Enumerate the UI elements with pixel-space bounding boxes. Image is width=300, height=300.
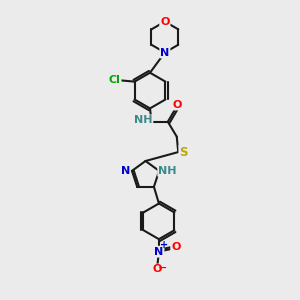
Text: O: O: [153, 265, 162, 275]
Text: O: O: [160, 16, 170, 27]
Text: N: N: [121, 166, 130, 176]
Text: NH: NH: [158, 166, 177, 176]
Text: −: −: [158, 263, 167, 273]
Text: N: N: [160, 47, 170, 58]
Text: NH: NH: [134, 115, 152, 125]
Text: Cl: Cl: [109, 75, 121, 85]
Text: O: O: [171, 242, 181, 252]
Text: O: O: [173, 100, 182, 110]
Text: +: +: [160, 240, 168, 250]
Text: S: S: [179, 146, 188, 159]
Text: N: N: [154, 247, 164, 256]
